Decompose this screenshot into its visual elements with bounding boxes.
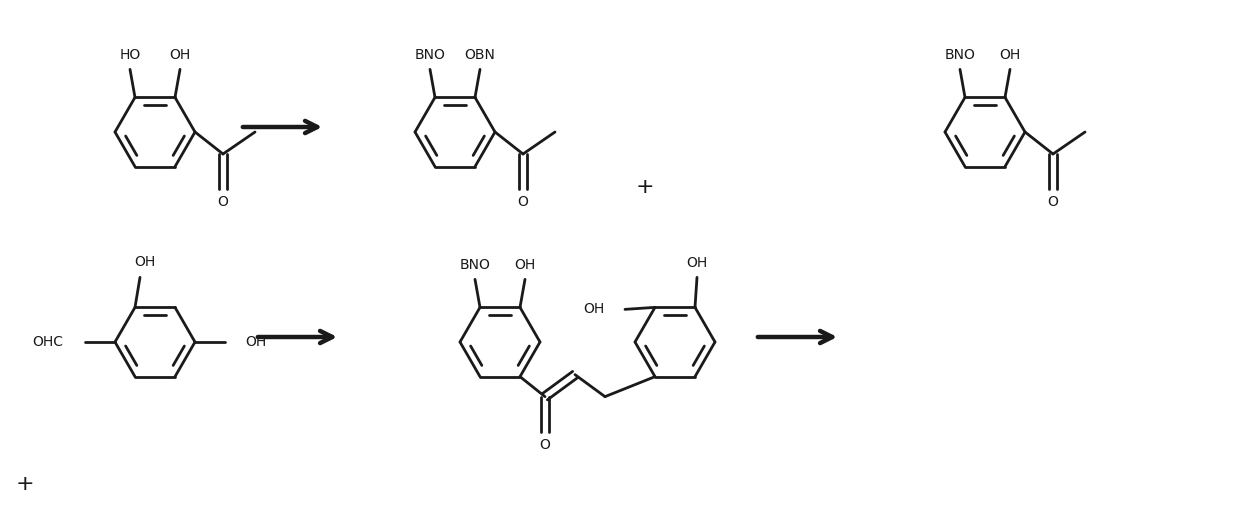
Text: OH: OH bbox=[584, 302, 605, 316]
Text: HO: HO bbox=[119, 49, 140, 62]
Text: O: O bbox=[539, 437, 551, 452]
Text: O: O bbox=[1048, 195, 1059, 209]
Text: BNO: BNO bbox=[460, 258, 491, 272]
Text: OH: OH bbox=[687, 256, 708, 270]
Text: BNO: BNO bbox=[945, 49, 976, 62]
Text: OH: OH bbox=[246, 335, 267, 349]
Text: OH: OH bbox=[134, 255, 156, 269]
Text: +: + bbox=[636, 177, 655, 197]
Text: OH: OH bbox=[999, 49, 1021, 62]
Text: O: O bbox=[217, 195, 228, 209]
Text: OBN: OBN bbox=[465, 49, 496, 62]
Text: OHC: OHC bbox=[32, 335, 63, 349]
Text: OH: OH bbox=[170, 49, 191, 62]
Text: BNO: BNO bbox=[414, 49, 445, 62]
Text: O: O bbox=[517, 195, 528, 209]
Text: OH: OH bbox=[515, 258, 536, 272]
Text: +: + bbox=[16, 474, 35, 494]
